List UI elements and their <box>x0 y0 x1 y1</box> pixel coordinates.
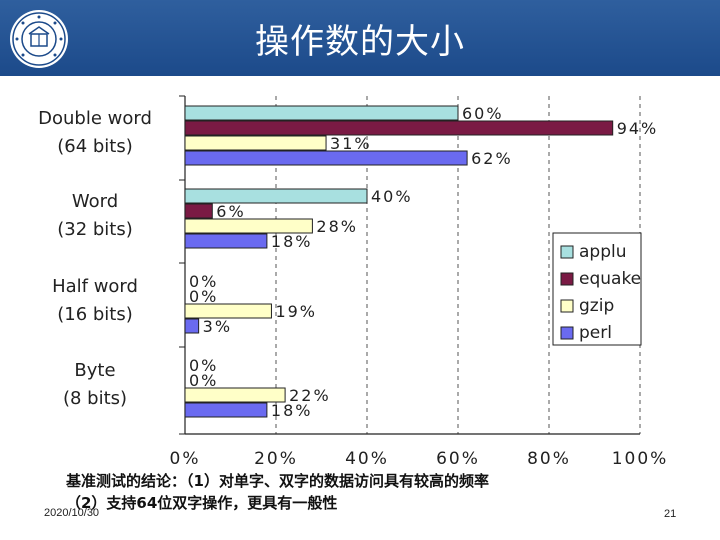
category-label: (8 bits) <box>63 388 127 409</box>
conclusion-text: 基准测试的结论：（1）对单字、双字的数据访问具有较高的频率 （2）支持64位双字… <box>66 470 489 514</box>
legend-label: gzip <box>579 296 614 316</box>
conclusion-line-2: （2）支持64位双字操作，更具有一般性 <box>66 494 338 512</box>
bar-applu <box>184 105 459 121</box>
data-label: 6% <box>216 202 245 221</box>
legend-label: perl <box>579 323 612 343</box>
data-label: 0% <box>189 356 218 375</box>
bar-equake <box>184 203 213 219</box>
conclusion-line-1: 基准测试的结论：（1）对单字、双字的数据访问具有较高的频率 <box>66 472 489 490</box>
bar-applu <box>184 188 368 204</box>
slide-date: 2020/10/30 <box>44 507 100 519</box>
data-label: 28% <box>316 217 358 236</box>
university-seal-icon <box>10 10 68 68</box>
legend-swatch-equake <box>560 272 574 286</box>
x-tick-label: 0% <box>170 449 201 469</box>
data-label: 0% <box>189 371 218 390</box>
data-label: 94% <box>617 119 659 138</box>
data-label: 18% <box>271 401 313 420</box>
data-label: 31% <box>330 134 372 153</box>
x-tick-label: 40% <box>345 449 389 469</box>
slide-header: 操作数的大小 <box>0 0 720 76</box>
page-title: 操作数的大小 <box>255 22 465 62</box>
data-label: 22% <box>289 386 331 405</box>
operand-size-chart: 0% 20% 40% 60% 80% 100% Double word (64 bits) Wo… <box>38 95 669 469</box>
category-label: Byte <box>74 360 115 381</box>
x-tick-label: 60% <box>436 449 480 469</box>
bar-perl <box>184 150 468 166</box>
legend-swatch-gzip <box>560 299 574 313</box>
category-label: (64 bits) <box>57 136 133 157</box>
category-label: Double word <box>38 108 152 129</box>
legend-label: equake <box>579 269 641 289</box>
legend-label: applu <box>579 242 627 262</box>
legend-swatch-perl <box>560 326 574 340</box>
bar-equake <box>184 120 614 136</box>
bar-gzip <box>184 135 327 151</box>
data-label: 0% <box>189 287 218 306</box>
bar-gzip <box>184 218 313 234</box>
data-label: 0% <box>189 272 218 291</box>
bar-perl <box>184 402 268 418</box>
data-label: 62% <box>471 149 513 168</box>
category-label: (16 bits) <box>57 304 133 325</box>
bar-perl <box>184 318 200 334</box>
x-tick-label: 80% <box>527 449 571 469</box>
data-label: 3% <box>203 317 232 336</box>
bar-perl <box>184 233 268 249</box>
x-tick-label: 20% <box>254 449 298 469</box>
category-label: (32 bits) <box>57 219 133 240</box>
x-tick-label: 100% <box>612 449 669 469</box>
data-label: 18% <box>271 232 313 251</box>
category-label: Half word <box>52 276 138 297</box>
bar-gzip <box>184 387 286 403</box>
data-label: 60% <box>462 104 504 123</box>
data-label: 19% <box>275 302 317 321</box>
slide-page-number: 21 <box>664 508 677 520</box>
data-label: 40% <box>371 187 413 206</box>
category-label: Word <box>72 191 118 212</box>
legend-swatch-applu <box>560 245 574 259</box>
bar-gzip <box>184 303 272 319</box>
